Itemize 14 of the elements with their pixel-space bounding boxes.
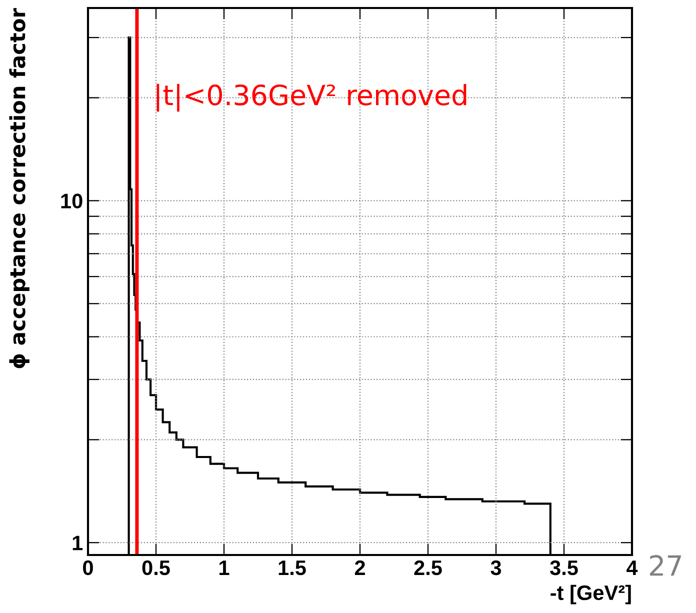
ref-line-label: |t|<0.36GeV² removed <box>156 84 466 112</box>
x-tick-label: 0.5 <box>142 560 170 576</box>
x-tick-label: 1.5 <box>278 560 306 576</box>
x-tick-label: 2 <box>354 560 365 575</box>
x-tick-label: 0 <box>83 560 93 576</box>
x-tick-label: 4 <box>626 560 638 575</box>
y-axis-title: ϕ acceptance correction factor <box>9 8 30 368</box>
x-tick-label: 1 <box>220 560 230 575</box>
x-axis-title: -t [GeV²] <box>550 584 631 604</box>
text: 27 <box>650 555 681 576</box>
y-tick-label: 10 <box>61 194 82 208</box>
x-tick-label: 3.5 <box>550 560 578 576</box>
x-tick-label: 3 <box>490 560 502 576</box>
x-tick-label: 2.5 <box>414 560 442 576</box>
